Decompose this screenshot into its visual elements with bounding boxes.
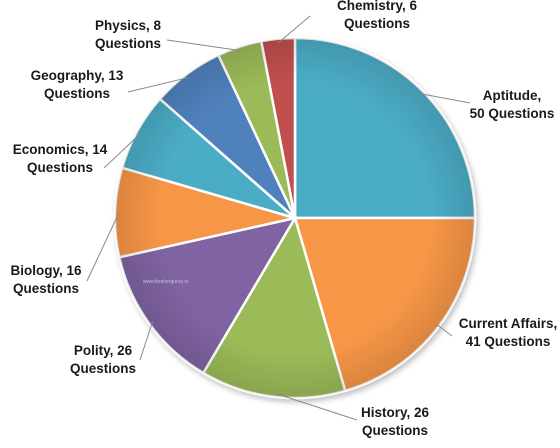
slice-label-aptitude: Aptitude, 50 Questions xyxy=(470,88,555,121)
slice-label-line1: History, 26 xyxy=(361,405,430,420)
pie-slice-aptitude xyxy=(293,36,477,220)
pie-slices xyxy=(113,36,477,400)
slice-label-line2: 41 Questions xyxy=(466,334,551,349)
leader-line-current-affairs xyxy=(435,323,453,337)
watermark-text: www.freshergurus.in xyxy=(143,279,189,285)
slice-label-line1: Economics, 14 xyxy=(13,142,108,157)
slice-labels: Aptitude, 50 Questions Current Affairs, 41 … xyxy=(10,0,557,438)
slice-label-chemistry: Chemistry, 6 Questions xyxy=(337,0,418,31)
leader-line-aptitude xyxy=(419,93,471,104)
slice-label-line1: Geography, 13 xyxy=(31,68,124,83)
slice-label-polity: Polity, 26 Questions xyxy=(70,343,136,376)
slice-label-line2: Questions xyxy=(344,16,410,31)
slice-label-line2: Questions xyxy=(13,281,79,296)
slice-label-geography: Geography, 13 Questions xyxy=(31,68,124,101)
slice-label-line1: Chemistry, 6 xyxy=(337,0,418,13)
slice-label-line1: Physics, 8 xyxy=(95,18,162,33)
slice-label-line1: Biology, 16 xyxy=(10,263,82,278)
slice-label-line1: Current Affairs, xyxy=(459,316,558,331)
slice-label-current-affairs: Current Affairs, 41 Questions xyxy=(459,316,558,349)
slice-label-line1: Polity, 26 xyxy=(74,343,133,358)
leader-line-economics xyxy=(103,132,142,169)
leader-line-physics xyxy=(166,39,241,52)
slice-label-line2: 50 Questions xyxy=(470,106,555,121)
slice-label-biology: Biology, 16 Questions xyxy=(10,263,82,296)
slice-label-line1: Aptitude, xyxy=(483,88,542,103)
slice-label-line2: Questions xyxy=(70,361,136,376)
slice-label-economics: Economics, 14 Questions xyxy=(13,142,108,175)
slice-label-line2: Questions xyxy=(95,36,161,51)
slice-label-line2: Questions xyxy=(44,86,110,101)
slice-label-physics: Physics, 8 Questions xyxy=(95,18,162,51)
slice-label-line2: Questions xyxy=(27,160,93,175)
slice-label-line2: Questions xyxy=(362,423,428,438)
slice-label-history: History, 26 Questions xyxy=(361,405,430,438)
leader-line-biology xyxy=(86,212,120,282)
leader-line-chemistry xyxy=(278,15,311,44)
leader-line-history xyxy=(272,392,358,421)
leader-line-polity xyxy=(139,321,154,361)
leader-line-geography xyxy=(127,76,190,93)
leader-lines xyxy=(86,15,471,421)
